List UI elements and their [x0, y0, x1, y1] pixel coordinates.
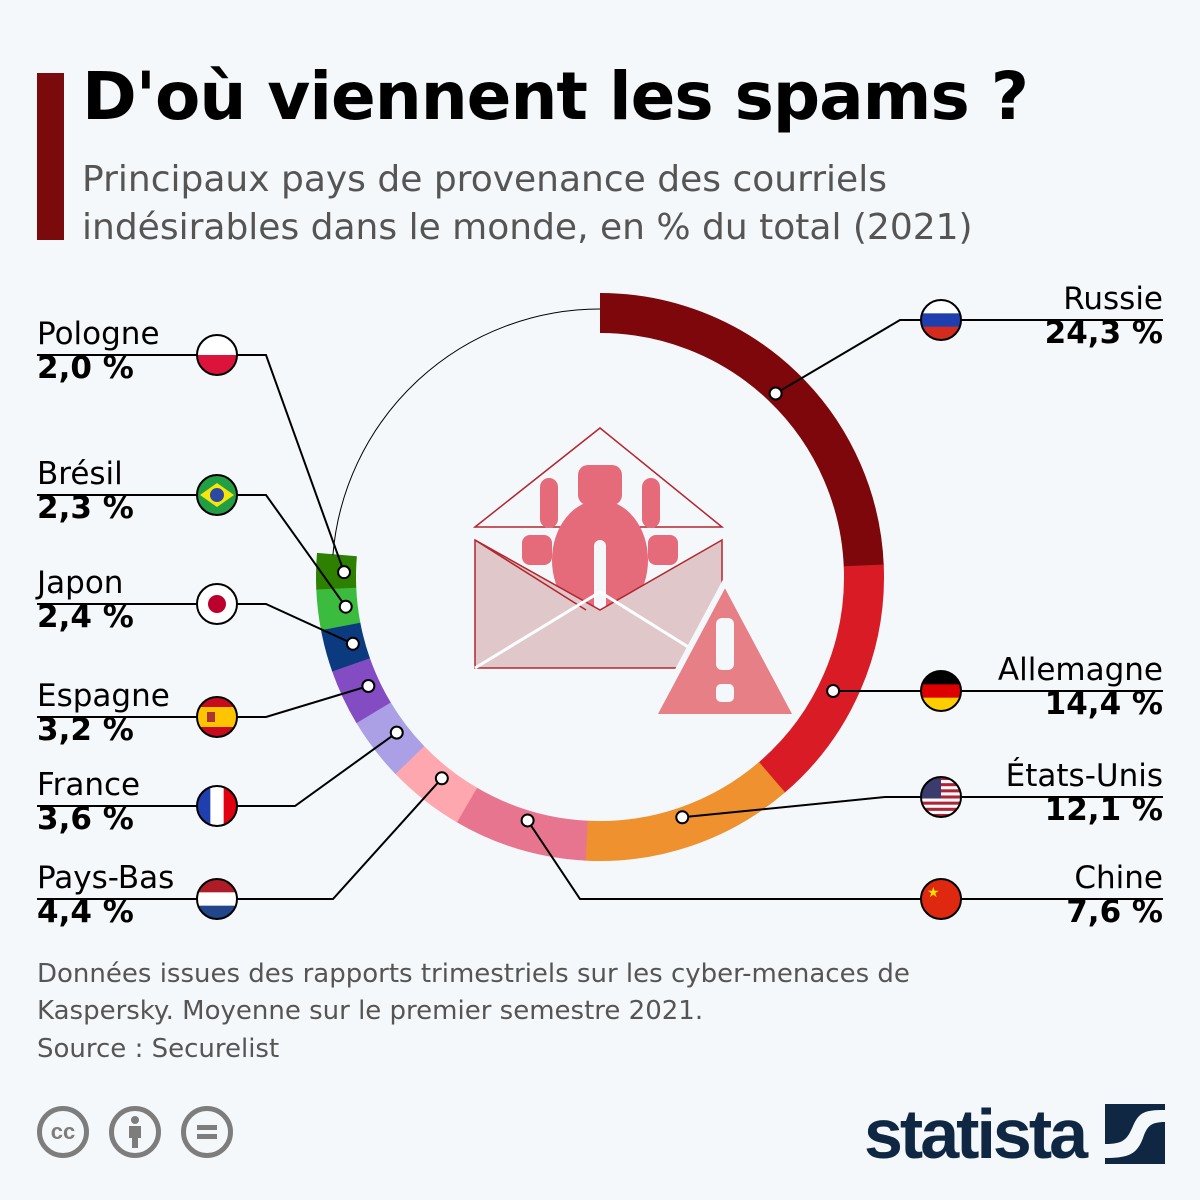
leader-spain — [37, 678, 376, 738]
label-brazil: Brésil 2,3 % — [37, 457, 134, 525]
country-name: Chine — [1074, 860, 1163, 896]
label-usa: États-Unis 12,1 % — [1006, 759, 1163, 827]
country-name: Russie — [1063, 281, 1163, 317]
leader-germany — [826, 670, 1163, 712]
country-value: 14,4 % — [1044, 686, 1163, 722]
france-flag-icon — [196, 785, 238, 827]
leader-japan — [37, 583, 360, 651]
leader-dot — [361, 678, 376, 693]
leader-france — [37, 725, 404, 827]
country-name: Allemagne — [997, 652, 1163, 688]
leader-netherlands — [37, 771, 449, 920]
no-derivatives-icon[interactable] — [181, 1106, 233, 1158]
label-china: Chine 7,6 % — [1066, 861, 1163, 929]
leader-dot — [338, 599, 353, 614]
label-germany: Allemagne 14,4 % — [998, 653, 1163, 721]
country-name: Brésil — [37, 456, 123, 492]
country-name: France — [37, 767, 141, 803]
label-netherlands: Pays-Bas 4,4 % — [37, 861, 174, 929]
donut-segment-usa — [584, 761, 786, 861]
donut-segment-china — [456, 787, 589, 861]
leader-dot — [434, 771, 449, 786]
leader-dot — [520, 813, 535, 828]
country-value: 24,3 % — [1044, 315, 1163, 351]
label-france: France 3,6 % — [37, 768, 140, 836]
leader-dot — [337, 565, 352, 580]
leader-dot — [826, 684, 841, 698]
warning-icon — [650, 579, 800, 720]
leader-poland — [37, 334, 352, 580]
leader-dot — [768, 386, 783, 401]
label-japan: Japon 2,4 % — [37, 566, 134, 634]
donut-segment-poland — [316, 552, 357, 590]
usa-flag-icon — [920, 776, 962, 818]
china-flag-icon: ★ — [920, 878, 962, 920]
spain-flag-icon — [196, 696, 238, 738]
country-name: Japon — [37, 565, 124, 601]
country-name: Pologne — [37, 316, 160, 352]
footnote: Données issues des rapports trimestriels… — [37, 959, 910, 1026]
donut-segment-russia — [599, 293, 884, 568]
remainder-arc — [332, 308, 601, 556]
country-value: 4,4 % — [37, 894, 134, 930]
title-accent-bar — [37, 73, 64, 240]
donut-segment-germany — [758, 564, 884, 794]
country-value: 2,3 % — [37, 490, 134, 526]
leader-dot — [675, 810, 690, 825]
country-value: 3,2 % — [37, 712, 134, 748]
leader-brazil — [37, 474, 353, 614]
country-value: 7,6 % — [1066, 894, 1163, 930]
label-spain: Espagne 3,2 % — [37, 679, 170, 747]
country-name: Pays-Bas — [37, 860, 175, 896]
leader-china: ★ — [520, 813, 1163, 920]
country-value: 2,4 % — [37, 599, 134, 635]
country-name: Espagne — [37, 678, 170, 714]
country-value: 3,6 % — [37, 801, 134, 837]
page-title: D'où viennent les spams ? — [82, 58, 1029, 135]
label-russia: Russie 24,3 % — [1045, 282, 1163, 350]
russia-flag-icon — [920, 299, 962, 341]
leader-dot — [345, 636, 360, 651]
germany-flag-icon — [920, 670, 962, 712]
japan-flag-icon — [196, 583, 238, 625]
statista-logo-icon — [1105, 1104, 1165, 1164]
spam-envelope-illustration — [472, 427, 800, 720]
poland-flag-icon — [196, 334, 238, 376]
country-name: États-Unis — [1005, 758, 1163, 794]
leader-russia — [768, 299, 1163, 401]
svg-text:★: ★ — [927, 884, 940, 900]
source: Source : Securelist — [37, 1034, 280, 1064]
leader-dot — [389, 725, 404, 740]
netherlands-flag-icon — [196, 878, 238, 920]
attribution-icon[interactable] — [109, 1106, 161, 1158]
leader-usa — [675, 776, 1163, 825]
country-value: 12,1 % — [1044, 792, 1163, 828]
statista-logo[interactable]: statista — [864, 1095, 1088, 1173]
label-poland: Pologne 2,0 % — [37, 317, 160, 385]
brazil-flag-icon — [196, 474, 238, 516]
country-value: 2,0 % — [37, 350, 134, 386]
cc-icon[interactable]: cc — [37, 1106, 89, 1158]
subtitle: Principaux pays de provenance des courri… — [82, 159, 973, 248]
